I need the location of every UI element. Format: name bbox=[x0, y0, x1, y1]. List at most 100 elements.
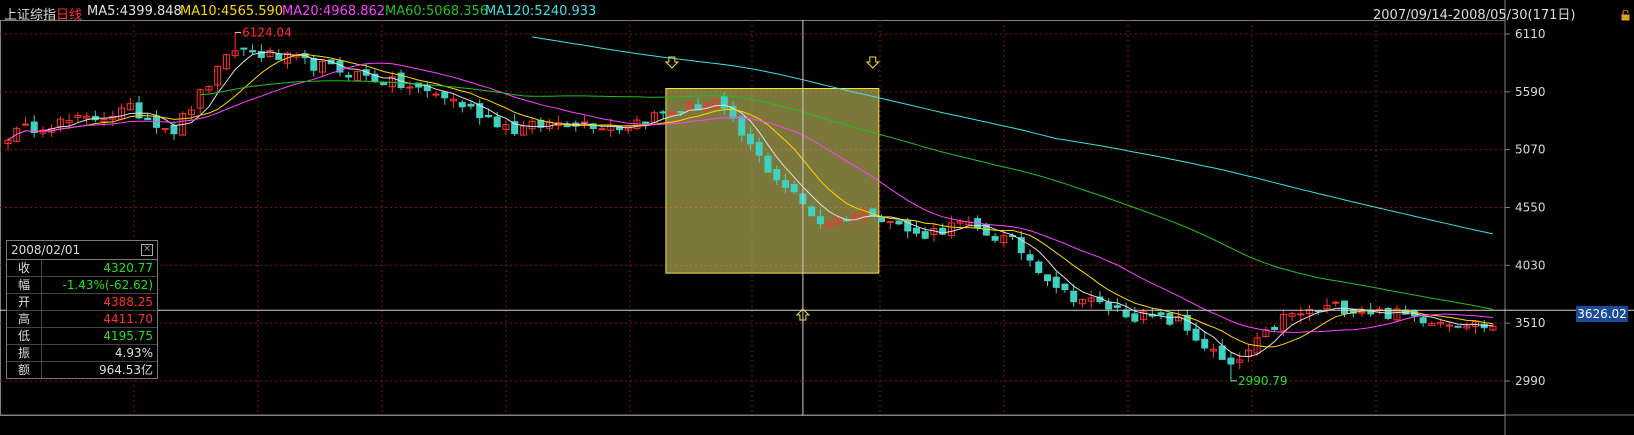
candle-body bbox=[1262, 329, 1270, 338]
candle-body bbox=[1044, 274, 1051, 282]
candle-body bbox=[729, 105, 737, 119]
candle-body bbox=[214, 65, 222, 86]
info-row-value: 964.53亿 bbox=[99, 363, 153, 377]
candle-body bbox=[476, 103, 484, 119]
y-tick-label: 4030 bbox=[1515, 258, 1546, 272]
candle-body bbox=[1437, 321, 1445, 325]
candle-body bbox=[659, 111, 667, 114]
candle-body bbox=[1183, 314, 1191, 331]
candle-body bbox=[1113, 305, 1121, 308]
candle-body bbox=[1017, 237, 1025, 254]
candle-body bbox=[196, 89, 204, 109]
candle-body bbox=[808, 206, 816, 217]
candle-body bbox=[1428, 322, 1436, 327]
info-row: 高 4411.70 bbox=[7, 311, 157, 328]
candle-body bbox=[1279, 313, 1287, 332]
candle-body bbox=[1236, 359, 1244, 363]
candle-body bbox=[825, 222, 833, 228]
candle-body bbox=[1035, 261, 1043, 274]
info-row-value: -1.43%(-62.62) bbox=[62, 278, 154, 292]
candle-body bbox=[502, 124, 510, 130]
info-row-value: 4320.77 bbox=[103, 261, 153, 275]
candle-body bbox=[1192, 328, 1200, 341]
candle-body bbox=[310, 57, 318, 71]
candle-body bbox=[1078, 298, 1086, 305]
candle-body bbox=[1463, 325, 1471, 329]
candle-body bbox=[747, 133, 754, 145]
candle-body bbox=[1122, 309, 1130, 318]
candle-body bbox=[991, 236, 999, 241]
candle-body bbox=[886, 220, 894, 223]
info-row: 额 964.53亿 bbox=[7, 362, 157, 378]
candle-body bbox=[21, 123, 29, 126]
info-row-value: 4.93% bbox=[114, 346, 153, 360]
candle-body bbox=[1166, 312, 1174, 325]
candle-body bbox=[1358, 311, 1366, 314]
index-name-label: 上证综指 bbox=[4, 8, 57, 23]
candle-body bbox=[30, 121, 38, 134]
candle-body bbox=[1026, 254, 1034, 261]
candle-body bbox=[668, 111, 676, 115]
candle-body bbox=[1157, 312, 1165, 316]
candle-body bbox=[353, 71, 361, 82]
candle-body bbox=[1131, 313, 1139, 322]
candle-body bbox=[1297, 313, 1305, 316]
candle-body bbox=[528, 120, 536, 130]
candle-body bbox=[563, 125, 571, 128]
extreme-label: 6124.04 bbox=[242, 25, 292, 39]
y-tick-label: 6110 bbox=[1515, 27, 1546, 41]
y-tick-label: 4550 bbox=[1515, 201, 1546, 215]
candle-body bbox=[816, 216, 824, 225]
candle-body bbox=[493, 116, 501, 128]
candle-body bbox=[895, 220, 903, 225]
candle-body bbox=[1288, 313, 1296, 317]
candle-body bbox=[161, 128, 169, 131]
candle-body bbox=[921, 231, 929, 239]
candle-body bbox=[467, 103, 475, 107]
ma60-legend: MA60:5068.356 bbox=[385, 4, 489, 19]
candle-body bbox=[284, 52, 292, 64]
candle-body bbox=[1393, 308, 1401, 321]
candle-body bbox=[790, 184, 798, 193]
candle-body bbox=[1052, 276, 1060, 288]
candle-body bbox=[318, 60, 326, 73]
candle-body bbox=[878, 217, 886, 223]
info-row-label: 高 bbox=[7, 311, 42, 327]
info-panel-date: 2008/02/01 bbox=[11, 243, 81, 257]
candle-body bbox=[249, 50, 257, 53]
info-row-label: 开 bbox=[7, 294, 42, 310]
candle-body bbox=[642, 121, 650, 124]
info-row-label: 幅 bbox=[7, 277, 42, 293]
crosshair-arrow-icon bbox=[795, 308, 811, 321]
range-start-arrow-icon bbox=[664, 56, 680, 69]
candle-body bbox=[1087, 297, 1095, 302]
candle-body bbox=[170, 124, 178, 135]
period-label[interactable]: 日线 bbox=[56, 8, 83, 23]
candle-body bbox=[275, 53, 283, 60]
candle-body bbox=[1419, 317, 1427, 324]
candle-body bbox=[589, 123, 597, 129]
candle-body bbox=[615, 125, 623, 131]
candle-body bbox=[458, 102, 466, 108]
candle-body bbox=[1218, 345, 1226, 360]
candle-body bbox=[912, 227, 920, 234]
candle-body bbox=[694, 104, 702, 111]
candle-body bbox=[720, 95, 728, 109]
candle-body bbox=[74, 114, 82, 118]
info-row: 振 4.93% bbox=[7, 345, 157, 362]
lock-icon[interactable] bbox=[1621, 6, 1630, 21]
candle-body bbox=[432, 93, 440, 96]
close-icon[interactable]: × bbox=[141, 244, 153, 256]
candle-body bbox=[939, 227, 947, 235]
date-range-label: 2007/09/14-2008/05/30(171日) bbox=[1373, 8, 1576, 23]
extreme-label: 2990.79 bbox=[1238, 374, 1288, 388]
info-row: 开 4388.25 bbox=[7, 294, 157, 311]
candle-body bbox=[56, 118, 64, 127]
candle-body bbox=[1009, 235, 1017, 238]
candle-body bbox=[135, 102, 143, 119]
info-row-label: 振 bbox=[7, 345, 42, 361]
info-row: 收 4320.77 bbox=[7, 260, 157, 277]
highlight-region bbox=[665, 87, 880, 274]
